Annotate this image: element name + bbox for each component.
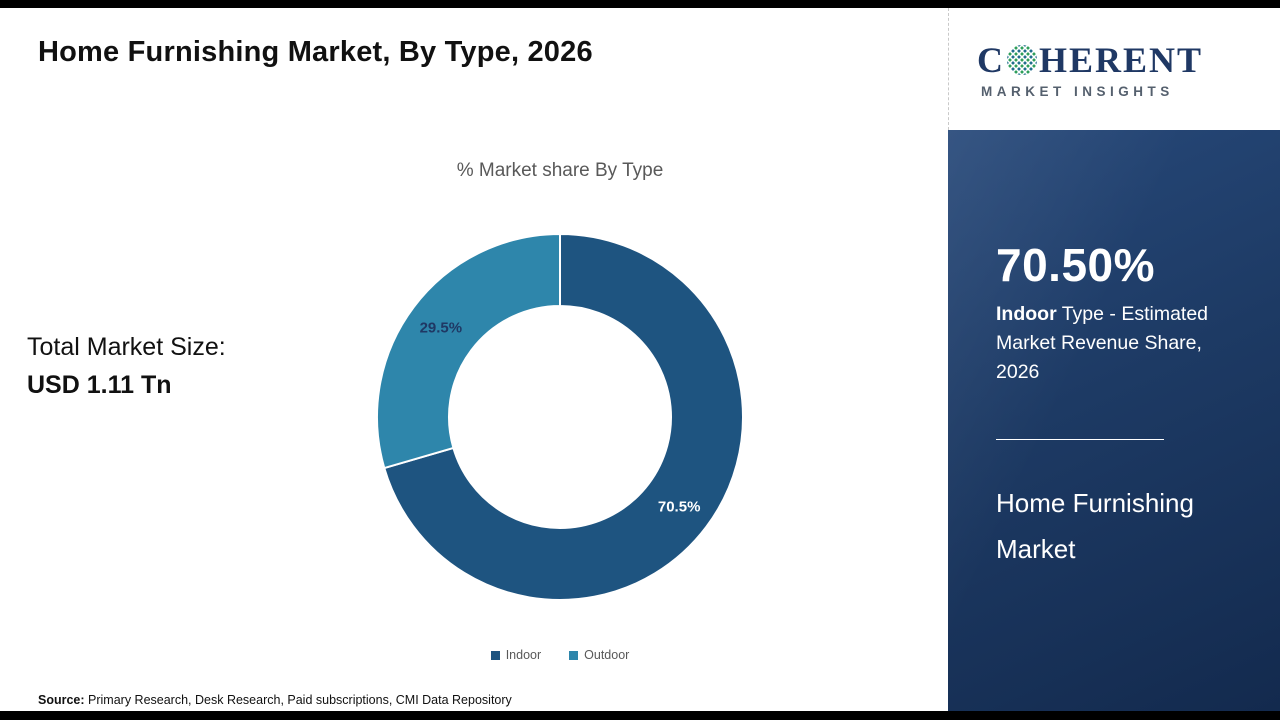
stat-desc-bold: Indoor [996, 303, 1057, 325]
source-note: Source: Primary Research, Desk Research,… [38, 693, 512, 707]
legend-label-indoor: Indoor [505, 648, 542, 662]
slice-label-outdoor: 29.5% [420, 320, 463, 337]
donut-slice-indoor [383, 232, 744, 601]
stat-desc-rest: Type - Estimated Market Revenue Share, 2… [996, 303, 1209, 383]
legend-marker-outdoor [569, 650, 579, 660]
donut-slice-outdoor [376, 232, 561, 470]
donut-chart: 70.5% 29.5% [370, 227, 750, 607]
legend-label-outdoor: Outdoor [584, 648, 630, 662]
bottom-border [0, 711, 1280, 720]
logo-globe-icon [1007, 44, 1037, 75]
legend-item-indoor: Indoor [490, 648, 542, 662]
chart-legend: Indoor Outdoor [370, 648, 750, 662]
logo-letters-herent: HERENT [1039, 39, 1204, 80]
stat-value: 70.50% [996, 239, 1156, 291]
logo-panel: C HERENT MARKET INSIGHTS [948, 8, 1280, 130]
legend-item-outdoor: Outdoor [569, 648, 629, 662]
source-text: Primary Research, Desk Research, Paid su… [84, 693, 512, 707]
source-label: Source: [38, 693, 85, 707]
logo-tagline: MARKET INSIGHTS [981, 83, 1174, 99]
top-border [0, 0, 1280, 8]
donut-svg: 70.5% 29.5% [376, 232, 744, 601]
market-name: Home Furnishing Market [996, 480, 1244, 572]
page-title: Home Furnishing Market, By Type, 2026 [38, 36, 593, 68]
logo-wordmark: C HERENT [977, 40, 1280, 80]
market-name-line1: Home Furnishing [996, 488, 1194, 518]
right-sidebar: 70.50% Indoor Type - Estimated Market Re… [948, 130, 1280, 711]
market-size-value: USD 1.11 Tn [27, 371, 172, 399]
logo-letter-c: C [977, 39, 1005, 80]
market-size-label: Total Market Size: [27, 333, 226, 361]
slice-label-indoor: 70.5% [658, 498, 701, 515]
market-name-line2: Market [996, 534, 1076, 564]
market-size-block: Total Market Size: USD 1.11 Tn [27, 328, 226, 404]
legend-marker-indoor [490, 650, 500, 660]
stat-description: Indoor Type - Estimated Market Revenue S… [996, 300, 1244, 387]
sidebar-divider [996, 439, 1164, 440]
chart-title: % Market share By Type [456, 160, 664, 181]
